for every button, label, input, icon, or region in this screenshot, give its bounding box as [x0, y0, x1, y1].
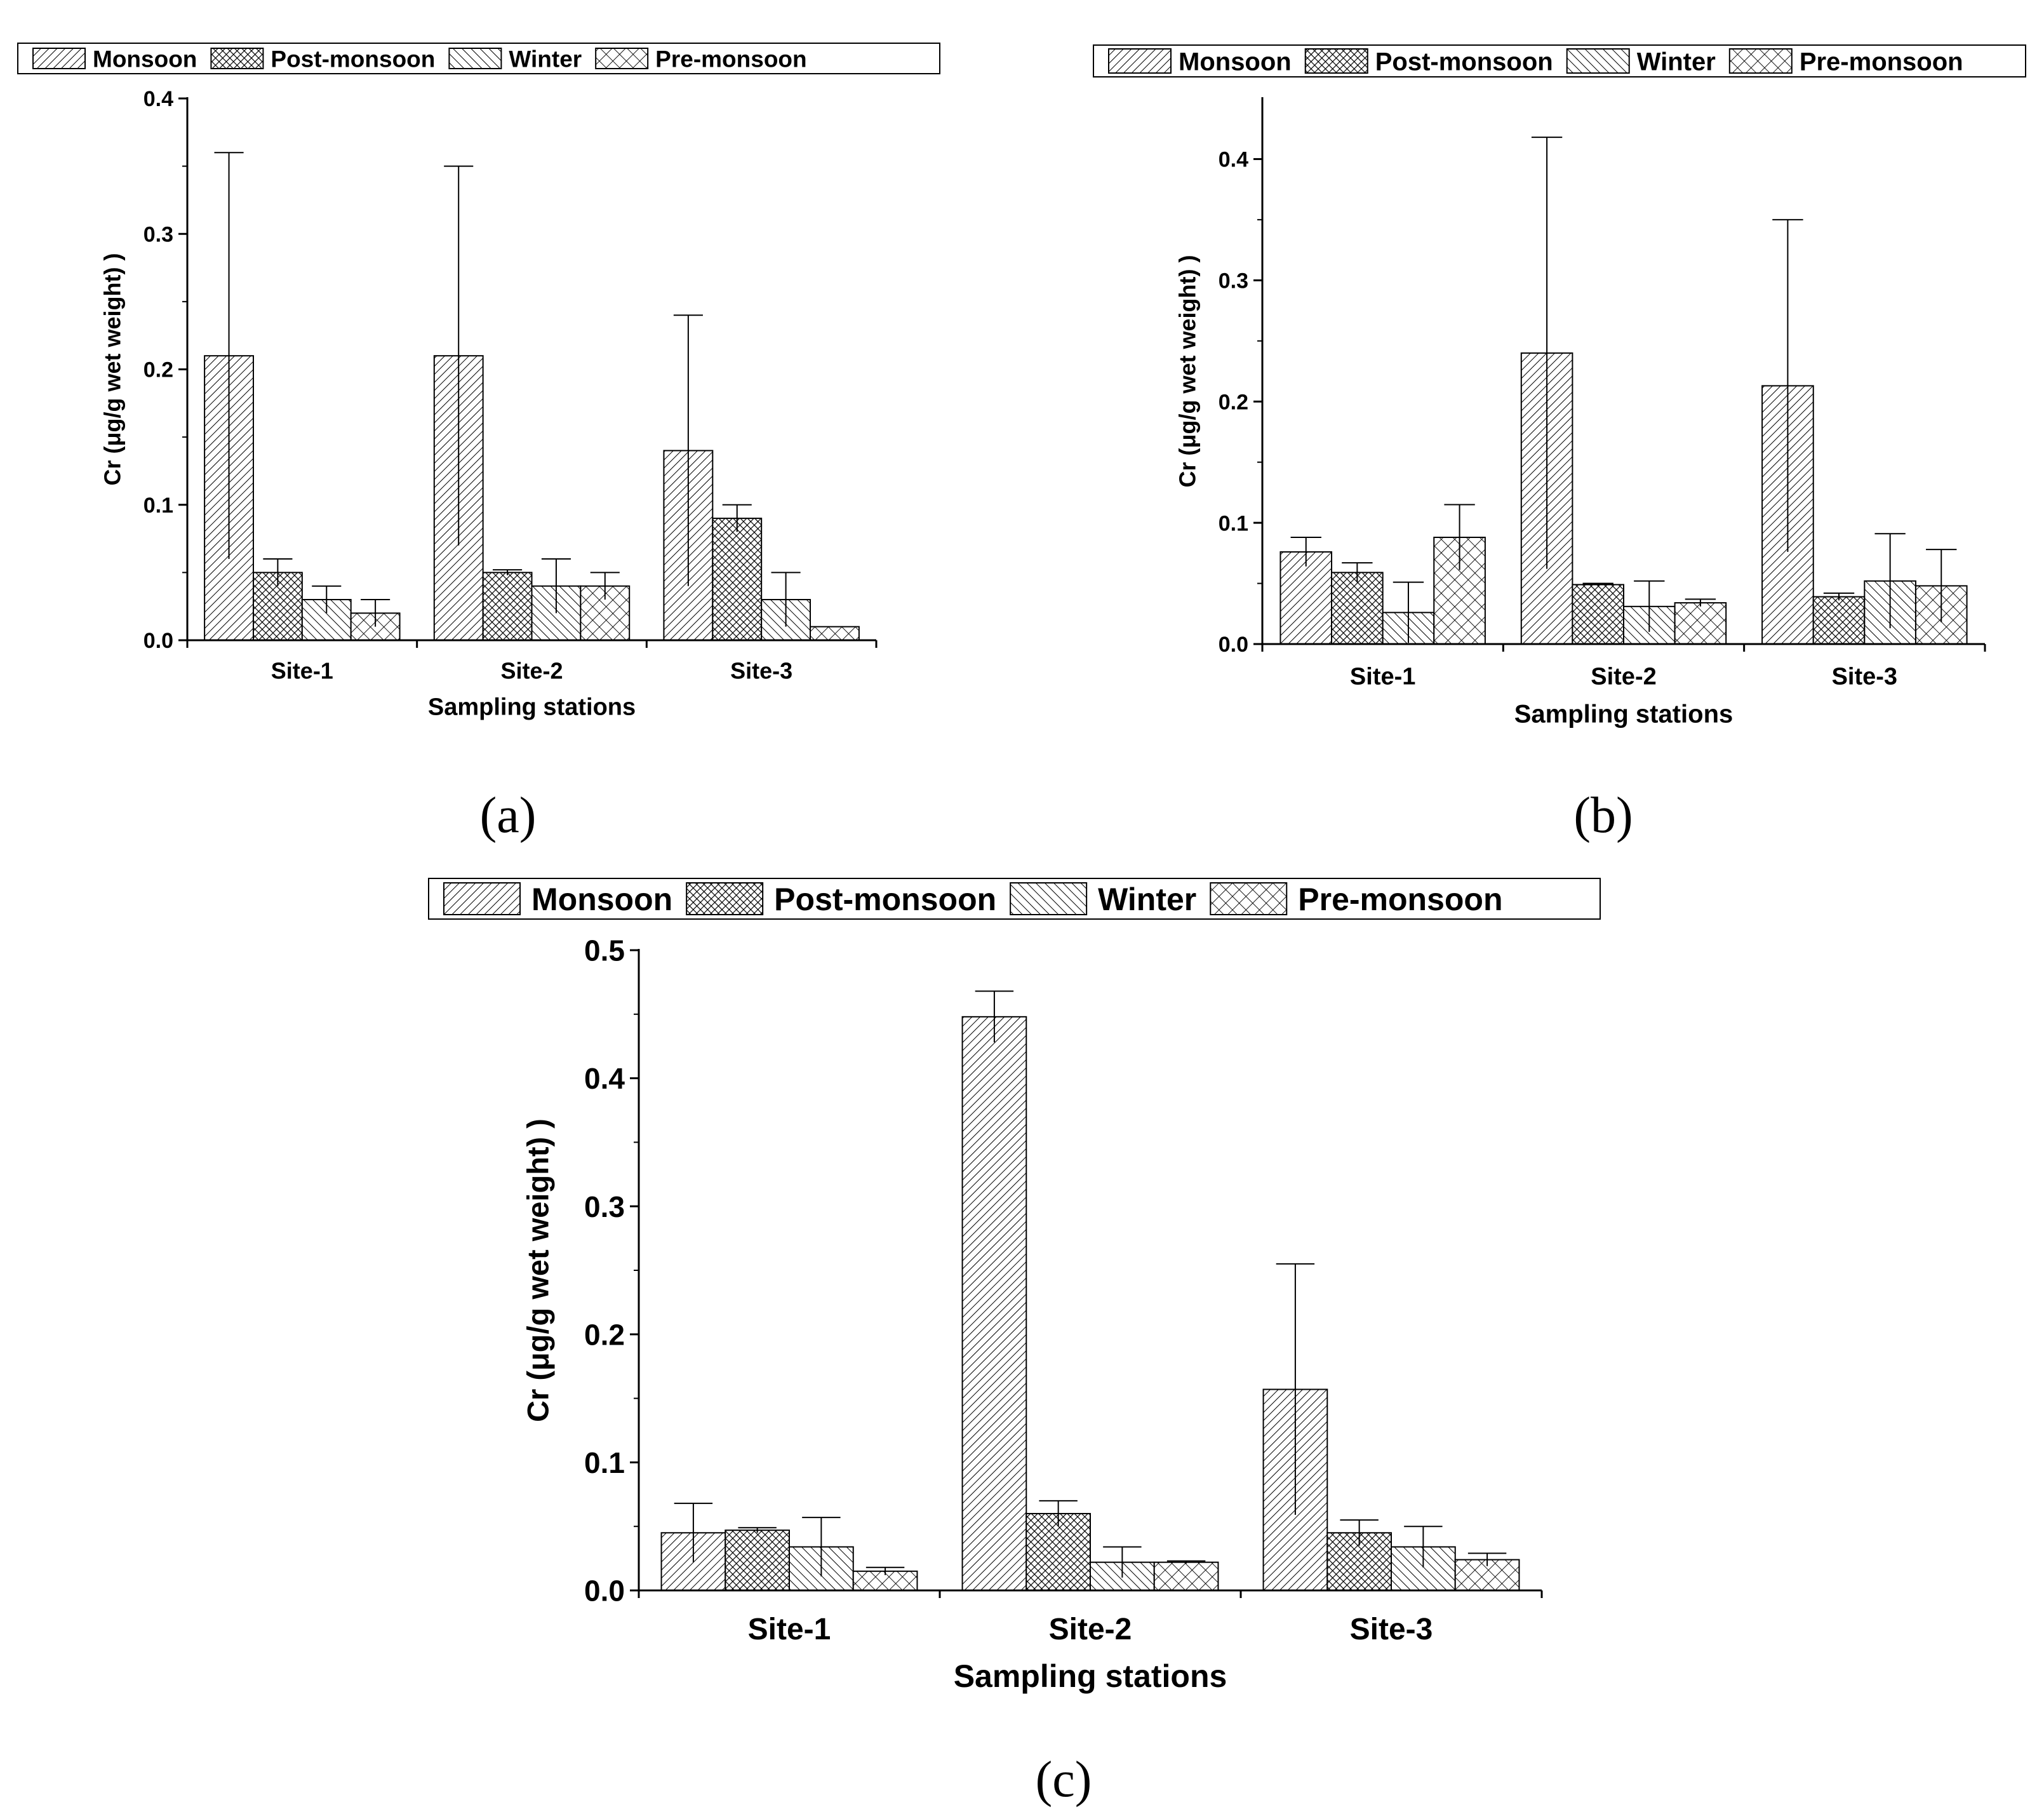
bar	[1572, 584, 1624, 645]
y-tick-label: 0.4	[584, 1062, 625, 1095]
bar	[1812, 596, 1866, 645]
y-tick-label: 0.0	[1219, 633, 1248, 657]
y-tick-label: 0.1	[584, 1446, 625, 1479]
legend-item: Monsoon	[443, 882, 672, 917]
chart-panel-c: Monsoon Post-monsoon Winter Pre-monsoon 0.0 0…	[428, 878, 1601, 1694]
x-tick-label: Site-3	[730, 658, 792, 684]
legend-swatch	[1108, 48, 1172, 74]
legend-label: Winter	[509, 46, 582, 72]
legend-swatch	[1728, 48, 1793, 74]
legend-swatch	[686, 882, 764, 915]
y-tick-label: 0.1	[144, 494, 173, 518]
bar	[1331, 572, 1384, 645]
legend-label: Pre-monsoon	[655, 46, 806, 72]
x-axis-title: Sampling stations	[1514, 700, 1733, 728]
legend-swatch	[1304, 48, 1368, 74]
legend-label: Post-monsoon	[1375, 48, 1553, 76]
bar	[1674, 602, 1727, 645]
legend-label: Monsoon	[1179, 48, 1292, 76]
legend-label: Post-monsoon	[271, 46, 435, 72]
legend-item: Monsoon	[1108, 48, 1292, 76]
legend-swatch	[32, 48, 86, 69]
legend-item: Pre-monsoon	[1210, 882, 1503, 917]
legend: Monsoon Post-monsoon Winter Pre-monsoon	[428, 878, 1601, 920]
legend: Monsoon Post-monsoon Winter Pre-monsoon	[1093, 44, 2026, 77]
legend: Monsoon Post-monsoon Winter Pre-monsoon	[17, 43, 940, 74]
legend-swatch	[1010, 882, 1088, 915]
legend-label: Winter	[1637, 48, 1716, 76]
y-tick-label: 0.0	[584, 1575, 625, 1608]
bar	[1153, 1561, 1219, 1591]
x-tick-label: Site-2	[1049, 1613, 1132, 1646]
y-tick-label: 0.2	[584, 1318, 625, 1351]
legend-item: Post-monsoon	[210, 46, 435, 72]
y-tick-label: 0.0	[144, 629, 173, 653]
caption-b: (b)	[1573, 788, 1633, 843]
caption-c: (c)	[1036, 1752, 1092, 1808]
legend-swatch	[595, 48, 649, 69]
legend-item: Pre-monsoon	[595, 46, 807, 72]
legend-label: Monsoon	[531, 882, 672, 917]
legend-swatch	[448, 48, 502, 69]
bar	[810, 626, 860, 641]
x-tick-label: Site-1	[271, 658, 333, 684]
x-tick-label: Site-2	[500, 658, 563, 684]
y-axis-title: Cr (μg/g wet weight) )	[521, 1119, 554, 1422]
legend-frame	[1093, 44, 2026, 77]
y-tick-label: 0.5	[584, 934, 625, 967]
x-tick-label: Site-2	[1591, 663, 1656, 690]
bar	[712, 518, 763, 642]
chart-panel-b: Monsoon Post-monsoon Winter Pre-monsoon 0.0 0…	[1093, 44, 2026, 728]
legend-item: Winter	[1010, 882, 1196, 917]
y-tick-label: 0.1	[1219, 511, 1248, 535]
legend-item: Pre-monsoon	[1728, 48, 1963, 76]
bar	[725, 1529, 791, 1592]
legend-swatch	[1210, 882, 1288, 915]
legend-label: Monsoon	[93, 46, 197, 72]
legend-item: Winter	[1566, 48, 1716, 76]
legend-swatch	[210, 48, 264, 69]
legend-item: Post-monsoon	[686, 882, 996, 917]
y-axis-title: Cr (μg/g wet weight) )	[1175, 255, 1201, 488]
x-axis-title: Sampling stations	[954, 1658, 1227, 1694]
y-tick-label: 0.4	[1219, 148, 1248, 172]
x-tick-label: Site-3	[1832, 663, 1897, 690]
legend-item: Post-monsoon	[1304, 48, 1553, 76]
legend-label: Winter	[1098, 882, 1196, 917]
x-axis-title: Sampling stations	[428, 694, 636, 721]
y-tick-label: 0.4	[144, 87, 173, 111]
bar	[961, 1016, 1027, 1592]
legend-label: Pre-monsoon	[1800, 48, 1963, 76]
x-tick-label: Site-1	[1350, 663, 1415, 690]
x-tick-label: Site-3	[1350, 1613, 1433, 1646]
y-tick-label: 0.2	[144, 358, 173, 382]
y-tick-label: 0.2	[1219, 390, 1248, 414]
legend-item: Winter	[448, 46, 582, 72]
bar	[1279, 551, 1333, 645]
y-tick-label: 0.3	[1219, 269, 1248, 293]
y-tick-label: 0.3	[584, 1190, 625, 1223]
y-axis-title: Cr (μg/g wet weight) )	[100, 253, 126, 485]
y-tick-label: 0.3	[144, 222, 173, 246]
legend-label: Post-monsoon	[774, 882, 996, 917]
legend-label: Pre-monsoon	[1298, 882, 1502, 917]
chart-panel-a: Monsoon Post-monsoon Winter Pre-monsoon 0.0 0…	[17, 43, 940, 721]
caption-a: (a)	[480, 788, 537, 843]
x-tick-label: Site-1	[748, 1613, 831, 1646]
bar	[482, 572, 533, 641]
legend-swatch	[443, 882, 521, 915]
legend-swatch	[1566, 48, 1630, 74]
legend-item: Monsoon	[32, 46, 197, 72]
